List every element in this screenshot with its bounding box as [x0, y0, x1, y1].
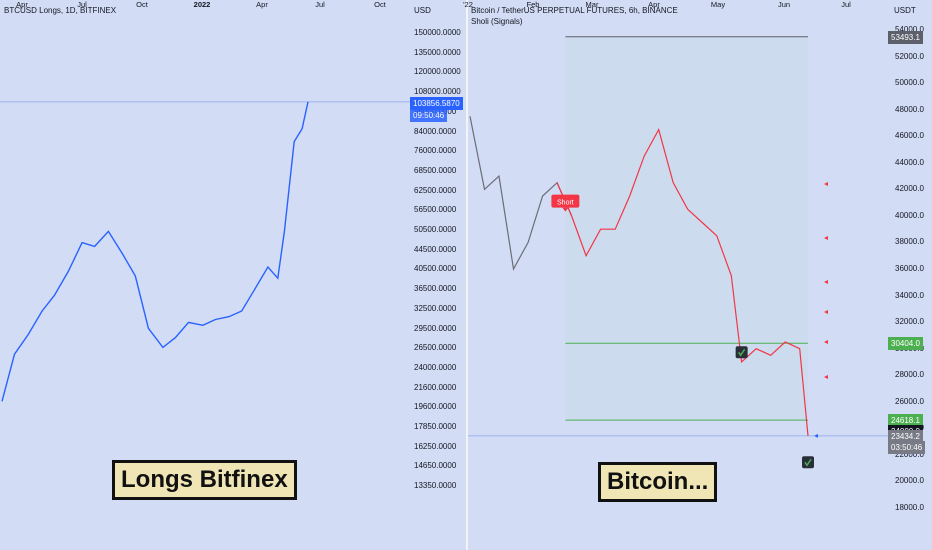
right-x-tick: Jun [777, 0, 791, 9]
left-y-tick: 108000.0000 [414, 87, 461, 97]
left-last-price-label: 103856.5870 [410, 97, 463, 110]
right-x-tick: Apr [648, 0, 660, 9]
right-price-label: 53493.1 [888, 30, 923, 44]
tp-marker-box [735, 346, 748, 359]
indicator-label: Sholi (Signals) [471, 17, 523, 26]
right-y-tick: 48000.0 [895, 104, 924, 114]
panel-divider[interactable] [466, 0, 468, 550]
short-signal-label: Short [557, 200, 574, 207]
left-y-tick: 135000.0000 [414, 47, 461, 57]
left-y-tick: 150000.0000 [414, 28, 461, 37]
left-x-tick: Oct [374, 0, 386, 9]
right-x-tick: Jul [841, 0, 851, 9]
left-y-tick: 120000.0000 [414, 67, 461, 77]
right-y-tick: 46000.0 [895, 131, 924, 141]
price-series-neutral [469, 116, 573, 271]
right-chart-panel[interactable]: Bitcoin / TetherUS PERPETUAL FUTURES, 6h… [463, 0, 932, 550]
right-y-tick: 28000.0 [895, 370, 924, 380]
right-y-tick: 54000.0 [895, 25, 924, 34]
left-y-tick: 26500.0000 [414, 343, 457, 353]
right-y-tick: 18000.0 [895, 503, 924, 512]
right-x-tick: Feb [526, 0, 540, 9]
left-chart-title: BTCUSD Longs, 1D, BITFINEX [4, 6, 117, 15]
left-y-tick: 29500.0000 [414, 323, 457, 333]
short-signal-arrow [562, 207, 569, 212]
right-price-label: 30404.0 [888, 337, 923, 351]
short-signal-box [551, 194, 580, 208]
left-currency-label: USD [414, 6, 431, 15]
current-price-arrow-icon [814, 433, 818, 438]
left-chart-panel[interactable]: BTCUSD Longs, 1D, BITFINEX USD 150000.00… [0, 0, 466, 550]
right-x-tick: Mar [585, 0, 599, 9]
left-y-tick: 14650.0000 [414, 461, 457, 471]
left-y-tick: 44500.0000 [414, 244, 457, 254]
left-y-tick: 40500.0000 [414, 264, 457, 274]
tp-marker-box [802, 456, 814, 469]
left-y-tick: 13350.0000 [414, 481, 457, 491]
right-price-label: 23434.2 [888, 429, 923, 443]
left-y-tick: 32500.0000 [414, 303, 457, 313]
right-x-tick: '22 [463, 0, 473, 9]
right-y-tick: 40000.0 [895, 210, 924, 220]
right-chart-title: Bitcoin / TetherUS PERPETUAL FUTURES, 6h… [471, 6, 678, 15]
right-y-tick: 26000.0 [895, 396, 924, 406]
left-x-tick: Jul [315, 0, 325, 9]
left-y-tick: 17850.0000 [414, 422, 457, 431]
left-y-tick: 24000.0000 [414, 362, 457, 372]
left-longs-line [1, 101, 309, 402]
left-y-tick: 68500.0000 [414, 165, 457, 175]
tp-check-icon [804, 458, 812, 467]
signal-tick-icon [824, 310, 828, 314]
signal-tick-icon [824, 340, 828, 344]
left-chart-svg [0, 101, 410, 402]
left-x-tick: Apr [16, 0, 28, 9]
right-y-tick: 52000.0 [895, 51, 924, 61]
right-currency-label: USDT [894, 6, 916, 15]
left-y-tick: 16250.0000 [414, 441, 457, 451]
left-y-tick: 36500.0000 [414, 284, 457, 294]
left-x-tick: Apr [256, 0, 268, 9]
right-y-tick: 20000.0 [895, 476, 924, 486]
trade-zone-fill [565, 36, 808, 421]
right-y-tick: 22000.0 [895, 449, 924, 459]
left-y-tick: 19600.0000 [414, 402, 457, 412]
left-countdown-label: 09:50:46 [410, 109, 448, 122]
tp-check-icon [738, 348, 746, 357]
right-y-tick: 34000.0 [895, 290, 924, 300]
left-y-tick: 76000.0000 [414, 146, 457, 156]
right-chart-svg: Short [468, 36, 888, 469]
left-x-tick: 2022 [193, 0, 211, 9]
right-y-tick: 50000.0 [895, 78, 924, 88]
left-y-tick: 21600.0000 [414, 382, 457, 392]
left-y-tick: 50500.0000 [414, 225, 457, 234]
signal-tick-icon [824, 280, 828, 284]
right-y-tick: 36000.0 [895, 264, 924, 273]
left-x-tick: Oct [136, 0, 148, 9]
price-series-bear [556, 128, 809, 436]
signal-tick-icon [824, 236, 828, 240]
left-y-tick: 62500.0000 [414, 185, 457, 195]
left-x-tick: Jul [77, 0, 87, 9]
right-x-tick: May [710, 0, 726, 9]
left-caption: Longs Bitfinex [112, 460, 297, 500]
signal-tick-icon [824, 182, 828, 186]
right-y-tick: 38000.0 [895, 237, 924, 247]
left-y-tick: 56500.0000 [414, 205, 457, 215]
signal-tick-icon [824, 375, 828, 379]
right-price-label: 24618.1 [888, 414, 923, 428]
right-y-tick: 44000.0 [895, 157, 924, 167]
right-y-tick: 32000.0 [895, 317, 924, 327]
right-y-tick: 42000.0 [895, 184, 924, 194]
left-y-tick: 84000.0000 [414, 126, 457, 136]
right-caption: Bitcoin... [598, 462, 718, 502]
right-price-label: 03:50:46 [888, 440, 926, 454]
